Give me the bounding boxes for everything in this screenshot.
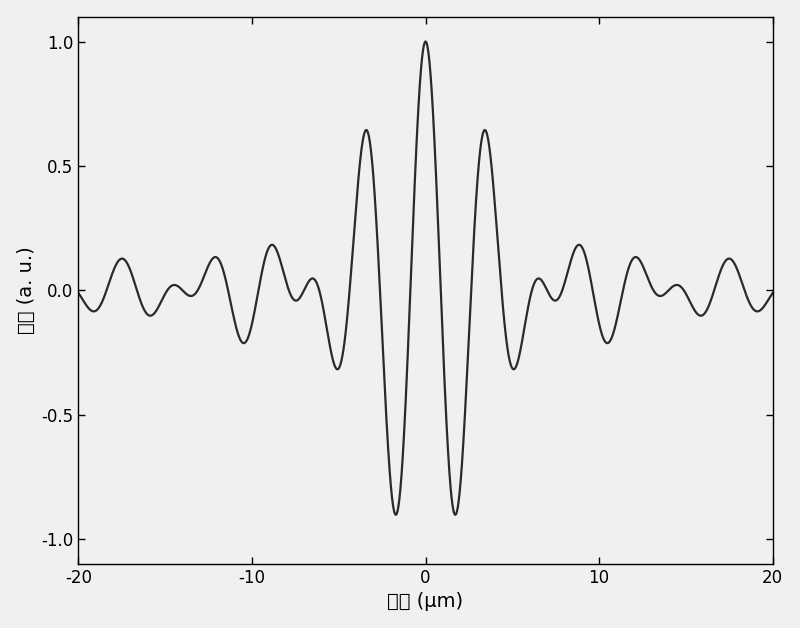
X-axis label: 位置 (μm): 位置 (μm) <box>387 592 464 611</box>
Y-axis label: 场强 (a. u.): 场强 (a. u.) <box>17 246 36 334</box>
